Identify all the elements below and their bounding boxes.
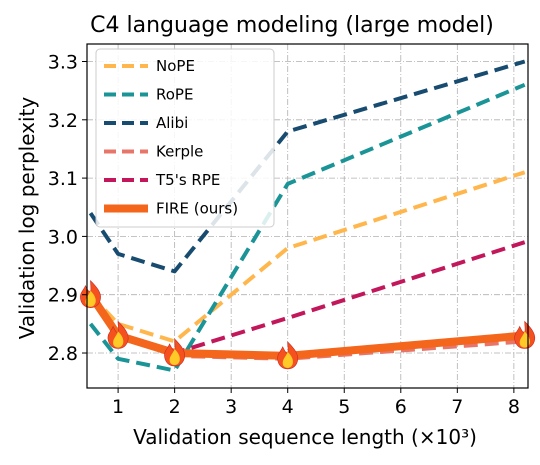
x-axis-ticks: 1 2 3 4 5 6 7 8 [112,388,520,418]
series-line-0 [89,170,526,344]
y-tick-label: 3.0 [48,226,78,248]
y-tick-label: 2.9 [48,285,78,307]
x-tick-label: 8 [508,396,520,418]
y-tick-label: 3.1 [48,168,78,190]
chart-title: C4 language modeling (large model) [90,13,494,38]
x-tick-label: 1 [112,396,124,418]
plot-frame [86,43,529,389]
series-line-1 [88,82,526,373]
y-tick-label: 3.2 [48,110,78,132]
x-tick-label: 2 [169,396,181,418]
x-tick-label: 5 [338,396,350,418]
fire-icon [80,279,101,309]
x-tick-label: 7 [451,396,463,418]
y-tick-label: 2.8 [48,343,78,365]
legend-label-1: RoPE [156,86,193,104]
fire-icon [107,320,129,349]
fire-icon [514,320,536,349]
series-line-2 [88,59,526,274]
legend-label-3: Kerple [156,143,203,161]
fire-icon [164,338,186,367]
fire-icon [277,341,299,370]
x-axis-label: Validation sequence length (×10³) [133,425,477,449]
y-axis-ticks: 2.8 2.9 3.0 3.1 3.2 3.3 [48,51,87,365]
legend-label-0: NoPE [156,57,195,75]
legend: NoPE RoPE Alibi Kerple T5's RPE FIRE (ours) [95,48,275,228]
series-line-5 [86,290,529,360]
y-tick-label: 3.3 [48,51,78,73]
markers-layer [80,279,536,370]
legend-label-5: FIRE (ours) [156,200,238,218]
legend-label-4: T5's RPE [155,171,220,189]
x-tick-label: 3 [225,396,237,418]
x-tick-label: 6 [395,396,407,418]
legend-label-2: Alibi [156,114,188,132]
y-axis-label: Validation log perplexity [15,97,39,340]
series-line-4 [88,240,526,355]
x-tick-label: 4 [282,396,294,418]
